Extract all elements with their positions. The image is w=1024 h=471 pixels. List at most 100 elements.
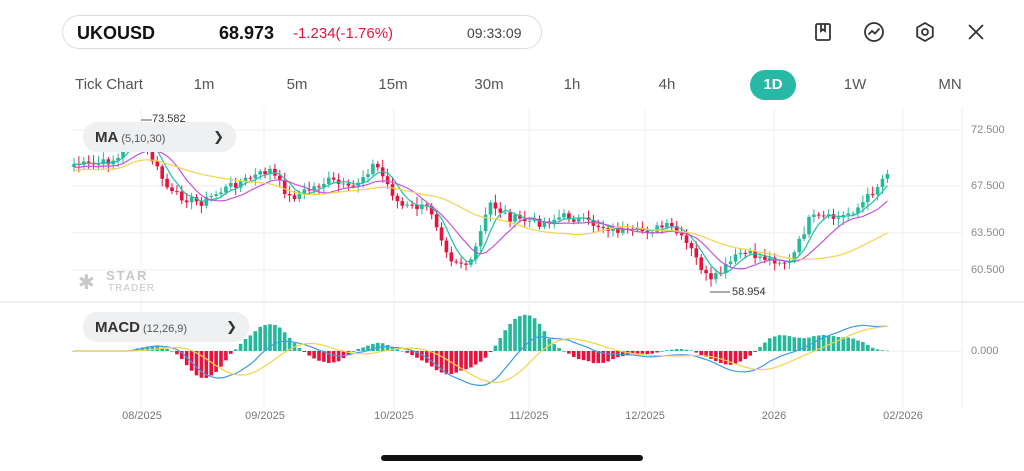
candle-body — [527, 220, 532, 222]
macd-histogram-bar — [851, 338, 855, 351]
candle-body — [307, 189, 311, 191]
macd-histogram-bar — [189, 351, 194, 371]
date-axis-label: 12/2025 — [625, 410, 665, 422]
macd-histogram-bar — [518, 316, 522, 351]
macd-histogram-bar — [346, 351, 351, 356]
macd-histogram-bar — [567, 351, 571, 354]
candle-body — [532, 218, 537, 221]
candle-body — [434, 214, 439, 228]
tab-4h[interactable]: 4h — [658, 76, 676, 93]
macd-histogram-bar — [268, 324, 272, 351]
candle-body — [106, 159, 111, 165]
settings-icon[interactable] — [913, 20, 937, 44]
candle-body — [616, 226, 620, 233]
macd-histogram-bar — [233, 349, 238, 351]
quote-time: 09:33:09 — [467, 25, 522, 41]
macd-indicator-button[interactable]: MACD (12,26,9) ❯ — [83, 312, 249, 342]
candle-body — [684, 235, 689, 243]
date-axis-label: 10/2025 — [374, 410, 414, 422]
candle-body — [733, 254, 738, 262]
low-marker-label: 58.954 — [732, 286, 766, 298]
macd-histogram-bar — [322, 351, 326, 362]
candle-body — [846, 213, 850, 216]
tab-30m[interactable]: 30m — [474, 76, 504, 93]
candle-body — [268, 168, 272, 175]
candle-body — [400, 201, 405, 206]
macd-histogram-bar — [297, 347, 302, 351]
candle-body — [699, 257, 703, 270]
macd-histogram-bar — [194, 351, 199, 376]
price-axis-label: 72.500 — [971, 124, 1005, 136]
candle-body — [694, 248, 699, 258]
macd-axis-label: 0.000 — [971, 345, 999, 357]
macd-histogram-bar — [527, 315, 532, 351]
candle-body — [385, 176, 390, 185]
trend-icon[interactable] — [862, 20, 886, 44]
candle-body — [635, 227, 640, 230]
chevron-right-icon: ❯ — [213, 129, 224, 144]
candle-body — [650, 231, 654, 233]
macd-histogram-bar — [679, 349, 684, 351]
close-icon[interactable] — [964, 20, 988, 44]
macd-histogram-bar — [817, 335, 821, 351]
candle-body — [596, 225, 601, 228]
bookmark-icon[interactable] — [811, 20, 835, 44]
candle-body — [189, 197, 194, 203]
macd-histogram-bar — [209, 351, 213, 376]
ma-indicator-button[interactable]: MA (5,10,30) ❯ — [83, 122, 236, 152]
macd-histogram-bar — [356, 348, 360, 351]
candle-body — [670, 222, 674, 227]
tab-1w[interactable]: 1W — [843, 76, 867, 93]
candle-body — [229, 183, 233, 187]
tab-tick-chart[interactable]: Tick Chart — [75, 76, 143, 93]
candle-body — [567, 213, 571, 220]
tab-5m[interactable]: 5m — [286, 76, 308, 93]
macd-histogram-bar — [689, 350, 694, 352]
candle-body — [327, 177, 331, 184]
tab-15m[interactable]: 15m — [378, 76, 408, 93]
quote-bar[interactable]: UKOUSD 68.973 -1.234(-1.76%) 09:33:09 — [62, 15, 542, 49]
candle-body — [444, 240, 449, 253]
macd-histogram-bar — [341, 351, 346, 359]
candle-body — [273, 168, 277, 176]
symbol: UKOUSD — [77, 23, 156, 43]
candle-body — [665, 222, 669, 228]
tab-1m[interactable]: 1m — [193, 76, 215, 93]
macd-histogram-bar — [253, 331, 258, 351]
macd-histogram-bar — [714, 351, 718, 362]
macd-histogram-bar — [170, 351, 174, 352]
macd-histogram-bar — [351, 351, 356, 352]
candle-body — [812, 214, 816, 217]
candle-body — [429, 205, 434, 215]
candle-body — [336, 179, 341, 184]
macd-histogram-bar — [831, 336, 836, 351]
macd-histogram-bar — [258, 326, 262, 351]
ma10-line — [73, 150, 888, 270]
candle-body — [743, 252, 748, 254]
macd-histogram-bar — [660, 351, 664, 352]
candle-body — [395, 195, 400, 202]
macd-histogram-bar — [278, 327, 282, 351]
macd-histogram-bar — [150, 345, 155, 351]
candle-body — [233, 183, 238, 188]
macd-dea-line — [74, 325, 888, 384]
candle-body — [503, 212, 507, 214]
tab-1h[interactable]: 1h — [563, 76, 581, 93]
tab-1d[interactable]: 1D — [750, 70, 796, 100]
macd-histogram-bar — [699, 351, 703, 356]
price-chart[interactable] — [0, 108, 1024, 438]
candle-body — [287, 193, 292, 196]
candle-body — [572, 219, 576, 222]
candle-body — [199, 201, 204, 206]
tab-mn[interactable]: MN — [938, 76, 962, 93]
macd-histogram-bar — [586, 351, 591, 362]
candle-body — [410, 204, 414, 206]
macd-histogram-bar — [331, 351, 336, 363]
chart-canvas[interactable] — [0, 108, 1024, 438]
macd-histogram-bar — [204, 351, 209, 378]
macd-histogram-bar — [782, 335, 787, 351]
macd-histogram-bar — [635, 351, 640, 354]
candle-body — [679, 233, 684, 236]
macd-histogram-bar — [606, 351, 610, 362]
candle-body — [302, 189, 307, 194]
